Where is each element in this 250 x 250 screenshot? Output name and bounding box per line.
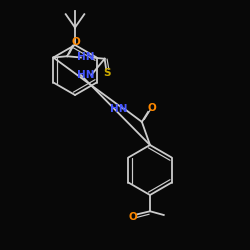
- Text: S: S: [103, 68, 111, 78]
- Text: O: O: [148, 104, 156, 114]
- Text: O: O: [72, 37, 81, 47]
- Text: HN: HN: [77, 52, 94, 62]
- Text: O: O: [129, 212, 138, 222]
- Text: HN: HN: [110, 104, 128, 114]
- Text: HN: HN: [77, 70, 94, 80]
